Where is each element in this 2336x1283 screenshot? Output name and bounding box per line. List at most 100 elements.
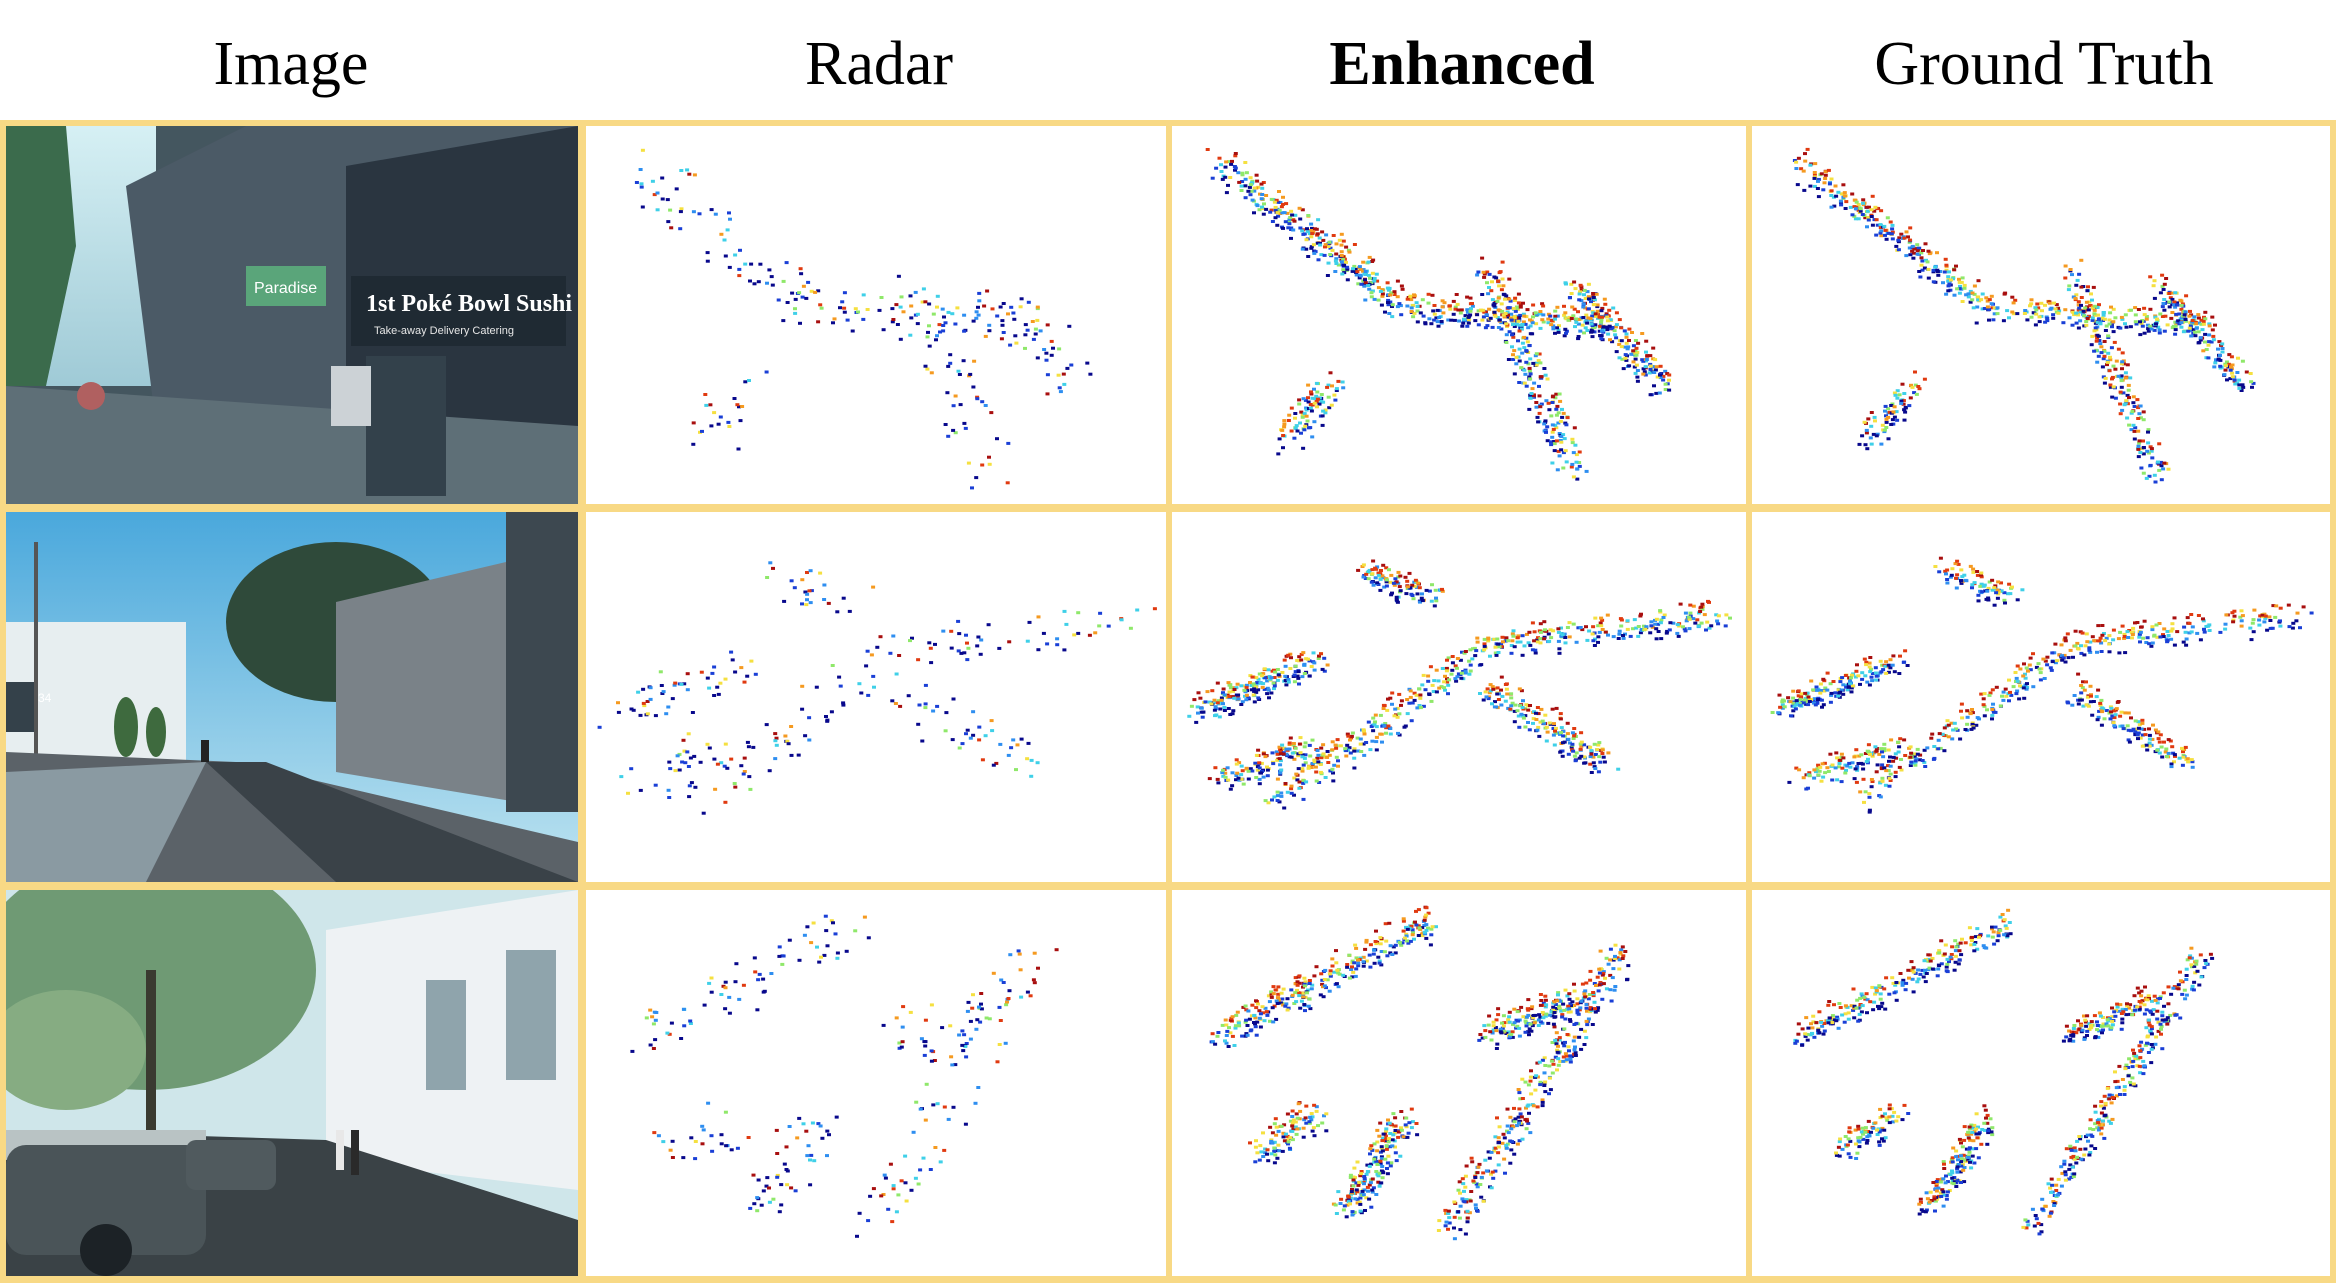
point: [1899, 399, 1904, 403]
point: [2148, 324, 2153, 328]
point: [1496, 642, 1501, 646]
point: [670, 697, 675, 701]
point: [1366, 720, 1371, 724]
point: [1825, 671, 1830, 675]
point: [1825, 766, 1830, 770]
point: [1624, 358, 1629, 362]
point: [973, 1101, 978, 1105]
point: [1867, 792, 1872, 796]
point: [2109, 706, 2114, 710]
point: [1228, 1031, 1233, 1035]
point: [1221, 691, 1225, 695]
point: [1576, 337, 1581, 341]
point: [756, 280, 761, 284]
point: [904, 1199, 909, 1203]
point: [1723, 624, 1728, 628]
point: [1426, 301, 1431, 305]
point: [2111, 628, 2116, 632]
point: [1281, 195, 1285, 199]
point: [1884, 426, 1889, 429]
point: [2118, 724, 2123, 728]
point: [1875, 223, 1880, 227]
point: [1296, 676, 1301, 680]
point: [890, 320, 895, 324]
point: [1418, 927, 1423, 931]
point: [1648, 364, 1653, 368]
point: [1426, 292, 1431, 296]
point: [1300, 753, 1305, 757]
point: [660, 692, 665, 695]
point: [2099, 345, 2104, 349]
point: [1796, 689, 1801, 693]
point: [1386, 288, 1391, 292]
point: [2076, 647, 2081, 651]
point: [1468, 663, 1473, 667]
point: [1816, 763, 1821, 767]
point: [2085, 317, 2090, 320]
point: [1374, 735, 1379, 739]
point: [2075, 641, 2080, 645]
point: [2111, 330, 2116, 334]
point: [1848, 679, 1852, 683]
column-title-image: Image: [213, 30, 369, 98]
point: [1006, 312, 1010, 316]
point: [1954, 576, 1958, 580]
point: [2061, 656, 2066, 660]
point: [2232, 609, 2237, 613]
point: [1336, 971, 1341, 975]
point: [1232, 165, 1237, 168]
point: [1344, 754, 1349, 758]
point: [1510, 345, 1514, 349]
point: [2042, 677, 2047, 680]
point: [896, 1193, 901, 1197]
point: [1379, 963, 1384, 967]
point: [805, 1154, 810, 1158]
point: [2100, 624, 2105, 627]
point: [1390, 591, 1394, 595]
point: [1511, 335, 1516, 339]
point: [1549, 443, 1554, 447]
point: [809, 589, 814, 593]
point: [743, 380, 748, 384]
point: [1903, 410, 1908, 414]
point: [1333, 259, 1338, 263]
point: [2029, 298, 2034, 302]
point: [928, 646, 933, 650]
point: [1009, 305, 1014, 309]
point: [1220, 177, 1225, 181]
point: [974, 316, 979, 320]
point: [1325, 274, 1330, 277]
point: [950, 312, 955, 316]
point: [1518, 313, 1523, 317]
point: [2038, 671, 2043, 675]
point: [1281, 987, 1286, 991]
point: [1446, 318, 1451, 322]
point: [1272, 200, 1277, 204]
point: [1265, 768, 1270, 772]
point: [1695, 618, 1700, 622]
point: [2250, 621, 2255, 625]
point: [2185, 616, 2190, 620]
point: [1286, 680, 1291, 684]
point: [1845, 688, 1850, 692]
point: [636, 690, 641, 694]
point: [1865, 680, 1870, 684]
point: [1596, 635, 1601, 639]
point: [1291, 228, 1296, 232]
point: [1874, 233, 1879, 237]
point: [1395, 295, 1400, 299]
point: [1682, 627, 1687, 631]
point: [2095, 336, 2100, 340]
point: [705, 251, 710, 255]
point: [2053, 642, 2058, 646]
point: [1563, 636, 1568, 639]
point: [829, 919, 834, 923]
point: [2207, 333, 2212, 337]
point: [1260, 674, 1265, 678]
point: [1892, 405, 1897, 409]
point: [1882, 742, 1887, 746]
point: [619, 775, 624, 779]
point: [2007, 582, 2012, 586]
point: [1863, 216, 1868, 220]
point: [1516, 301, 1521, 305]
